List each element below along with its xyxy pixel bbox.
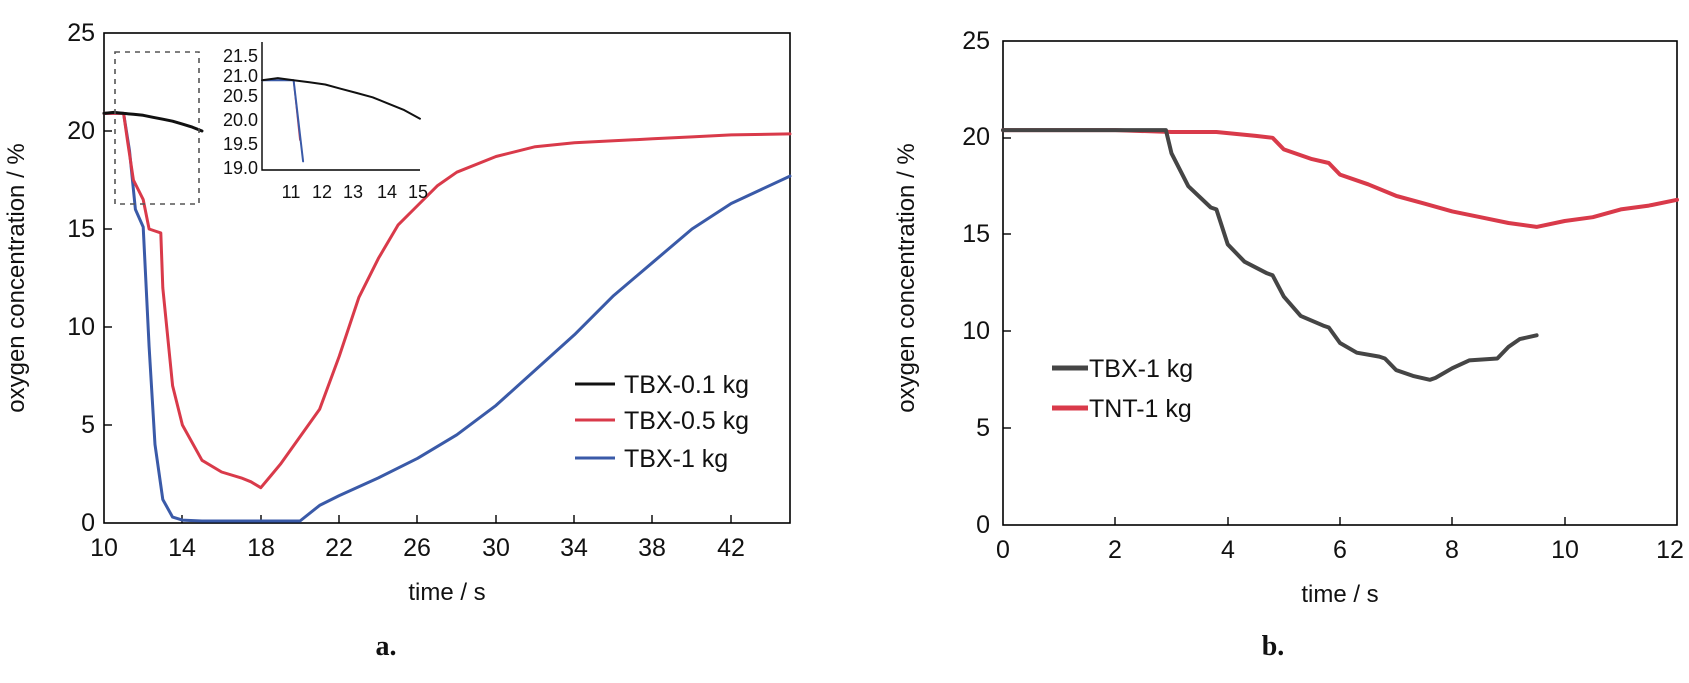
panel-b-y-tick: 25 bbox=[962, 27, 990, 55]
legend-label-tbx-0-5: TBX-0.5 kg bbox=[624, 407, 749, 435]
panel-a-x-tick: 18 bbox=[247, 534, 275, 562]
panel-b-x-tickmarks bbox=[1114, 517, 1566, 525]
series-line-tbx-1-kg bbox=[1001, 128, 1539, 382]
legend-label-tbx-1: TBX-1 kg bbox=[624, 445, 728, 473]
series-line-tnt-1-kg bbox=[1001, 128, 1679, 229]
panel-b-y-tick: 15 bbox=[962, 220, 990, 248]
panel-a-y-tick: 20 bbox=[67, 117, 95, 145]
panel-a-y-tick: 0 bbox=[81, 509, 95, 537]
inset-x-tick: 14 bbox=[377, 182, 397, 202]
inset-y-tick: 21.0 bbox=[223, 66, 258, 86]
panel-a: 0 5 10 15 20 25 10 14 18 22 26 30 34 38 … bbox=[3, 19, 792, 662]
inset-x-ticks: 11 12 13 14 15 bbox=[282, 182, 428, 202]
panel-b-x-tick: 10 bbox=[1551, 536, 1579, 564]
panel-b-y-tick: 0 bbox=[976, 511, 990, 539]
legend-label-tnt-1kg: TNT-1 kg bbox=[1089, 395, 1192, 423]
inset-x-tick: 13 bbox=[343, 182, 363, 202]
panel-a-y-ticks: 0 5 10 15 20 25 bbox=[67, 19, 95, 537]
panel-b-y-axis-label: oxygen concentration / % bbox=[893, 143, 920, 413]
panel-b-x-tick: 6 bbox=[1333, 536, 1347, 564]
inset-y-tick: 19.0 bbox=[223, 158, 258, 178]
panel-a-y-tick: 15 bbox=[67, 215, 95, 243]
legend-label-tbx-0-1: TBX-0.1 kg bbox=[624, 371, 749, 399]
panel-a-x-tick: 10 bbox=[90, 534, 118, 562]
panel-a-y-tick: 25 bbox=[67, 19, 95, 47]
panel-a-x-ticks: 10 14 18 22 26 30 34 38 42 bbox=[90, 534, 745, 562]
panel-a-x-tick: 30 bbox=[482, 534, 510, 562]
inset-axes bbox=[261, 42, 420, 171]
series-line-tbx-0-1-kg bbox=[261, 77, 421, 120]
panel-b-y-tick: 5 bbox=[976, 414, 990, 442]
panel-a-series bbox=[102, 110, 792, 523]
inset-y-tick: 21.5 bbox=[223, 46, 258, 66]
panel-a-x-tick: 26 bbox=[403, 534, 431, 562]
panel-b-series bbox=[1001, 128, 1679, 382]
panel-b-x-tick: 12 bbox=[1656, 536, 1684, 564]
inset-x-tick: 11 bbox=[282, 182, 301, 202]
inset-x-tick: 12 bbox=[312, 182, 332, 202]
panel-b-x-axis-label: time / s bbox=[1301, 581, 1378, 608]
inset-y-ticks: 19.0 19.5 20.0 20.5 21.0 21.5 bbox=[223, 46, 258, 178]
inset-y-tick: 20.0 bbox=[223, 110, 258, 130]
panel-a-legend: TBX-0.1 kg TBX-0.5 kg TBX-1 kg bbox=[575, 371, 749, 473]
panel-b-legend: TBX-1 kg TNT-1 kg bbox=[1052, 355, 1193, 423]
panel-a-x-tick: 14 bbox=[168, 534, 196, 562]
panel-b-x-tick: 0 bbox=[996, 536, 1010, 564]
legend-label-tbx-1kg: TBX-1 kg bbox=[1089, 355, 1193, 383]
panel-b-y-tick: 20 bbox=[962, 123, 990, 151]
panel-a-y-tick: 5 bbox=[81, 411, 95, 439]
panel-a-x-axis-label: time / s bbox=[408, 579, 485, 606]
panel-a-y-tickmarks bbox=[104, 130, 112, 426]
panel-b-y-tick: 10 bbox=[962, 317, 990, 345]
series-line-tbx-0-1-kg bbox=[102, 110, 204, 133]
panel-b-plot-frame bbox=[1002, 40, 1678, 526]
panel-a-x-tick: 22 bbox=[325, 534, 353, 562]
panel-a-y-tick: 10 bbox=[67, 313, 95, 341]
panel-a-x-tickmarks bbox=[181, 515, 732, 523]
panel-a-plot-frame bbox=[103, 32, 791, 524]
panel-b-caption: b. bbox=[1262, 631, 1285, 662]
panel-b-x-tick: 4 bbox=[1221, 536, 1235, 564]
inset-x-tick: 15 bbox=[408, 182, 428, 202]
panel-a-zoom-box bbox=[114, 51, 200, 205]
series-line-tbx-1-kg bbox=[102, 111, 792, 523]
panel-b-x-tick: 8 bbox=[1445, 536, 1459, 564]
inset-series bbox=[261, 77, 421, 163]
panel-b-y-ticks: 0 5 10 15 20 25 bbox=[962, 27, 990, 539]
panel-a-caption: a. bbox=[376, 631, 397, 662]
series-line-tbx-0-5-kg bbox=[102, 111, 792, 490]
inset-y-tick: 19.5 bbox=[223, 134, 258, 154]
panel-a-y-axis-label: oxygen concentration / % bbox=[3, 143, 30, 413]
panel-a-x-tick: 38 bbox=[638, 534, 666, 562]
panel-b: 0 5 10 15 20 25 0 2 4 6 8 10 12 bbox=[893, 27, 1684, 662]
panel-b-x-tick: 2 bbox=[1108, 536, 1122, 564]
panel-a-inset: 19.0 19.5 20.0 20.5 21.0 21.5 11 12 13 1… bbox=[223, 42, 428, 202]
series-line-tbx-1-kg bbox=[261, 79, 305, 163]
panel-a-x-tick: 42 bbox=[717, 534, 745, 562]
panel-b-y-tickmarks bbox=[1003, 137, 1011, 429]
panel-a-x-tick: 34 bbox=[560, 534, 588, 562]
inset-y-tick: 20.5 bbox=[223, 86, 258, 106]
panel-b-x-ticks: 0 2 4 6 8 10 12 bbox=[996, 536, 1684, 564]
